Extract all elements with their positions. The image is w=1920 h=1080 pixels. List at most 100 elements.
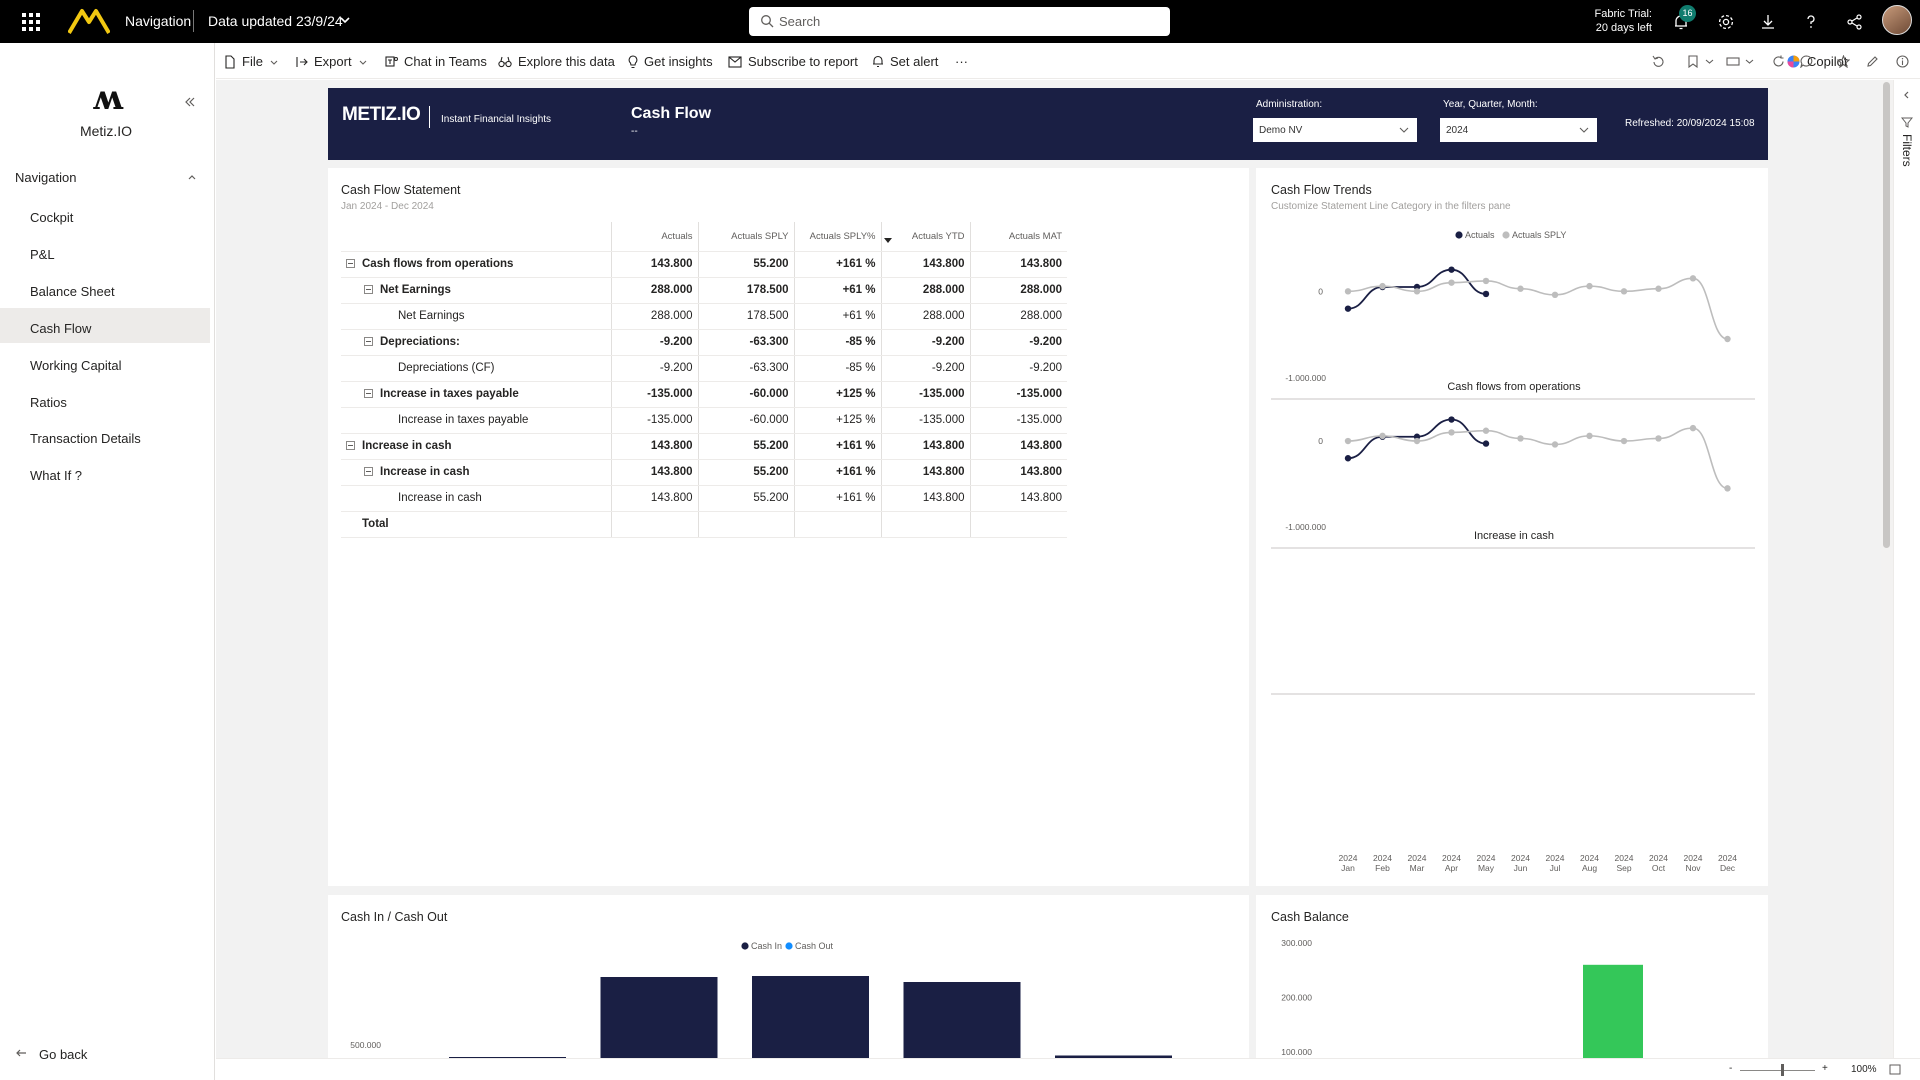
more-options-button[interactable]: ··· (955, 54, 968, 69)
zoom-slider-thumb[interactable] (1781, 1064, 1784, 1076)
chat-in-teams-button[interactable]: Chat in Teams (385, 54, 487, 69)
table-row[interactable]: Increase in cash 143.800 55.200 +161 % 143.8… (341, 433, 1067, 460)
administration-dropdown[interactable]: Demo NV (1253, 118, 1417, 142)
table-row[interactable]: Increase in taxes payable -135.000 -60.000… (341, 381, 1067, 408)
nav-item-cash-flow[interactable]: Cash Flow (0, 308, 210, 343)
explore-data-button[interactable]: Explore this data (498, 54, 615, 69)
favorite-icon[interactable] (1837, 55, 1850, 68)
edit-icon[interactable] (1866, 55, 1879, 68)
value-cell: 288.000 (880, 277, 970, 304)
settings-icon[interactable] (1717, 13, 1735, 31)
data-point (1689, 424, 1697, 432)
collapse-toggle-icon[interactable] (364, 337, 373, 346)
value-cell: 288.000 (969, 277, 1067, 304)
chevron-up-icon[interactable] (186, 171, 198, 183)
collapse-toggle-icon[interactable] (364, 467, 373, 476)
table-row[interactable]: Depreciations (CF) -9.200 -63.300 -85 % -9.2… (341, 355, 1067, 382)
table-row[interactable]: Increase in cash 143.800 55.200 +161 % 143.8… (341, 485, 1067, 512)
value-cell: -135.000 (610, 407, 698, 434)
administration-value: Demo NV (1259, 125, 1303, 136)
nav-section-header[interactable]: Navigation (15, 170, 200, 185)
bookmark-icon[interactable] (1687, 55, 1699, 68)
comment-icon[interactable] (1800, 55, 1813, 68)
collapse-sidebar-icon[interactable] (183, 95, 197, 109)
column-header[interactable]: Actuals YTD (880, 222, 970, 252)
copilot-label: Copilot (1807, 54, 1848, 69)
filters-pane-collapsed[interactable]: Filters (1893, 80, 1920, 1058)
column-header[interactable]: Actuals MAT (969, 222, 1067, 252)
search-icon (761, 15, 774, 28)
trial-status[interactable]: Fabric Trial: 20 days left (1594, 7, 1652, 35)
app-launcher-icon[interactable] (22, 13, 40, 31)
trial-line-2: 20 days left (1595, 22, 1652, 34)
column-header[interactable]: Actuals (610, 222, 698, 252)
nav-item-transaction-details[interactable]: Transaction Details (0, 418, 210, 453)
more-label: ··· (955, 54, 968, 69)
refresh-icon[interactable] (1772, 55, 1785, 68)
column-header[interactable]: Actuals SPLY (697, 222, 794, 252)
scrollbar-thumb[interactable] (1883, 82, 1890, 548)
y-tick-label: 500.000 (350, 1040, 381, 1050)
info-icon[interactable] (1896, 55, 1909, 68)
table-row[interactable]: Net Earnings 288.000 178.500 +61 % 288.000 28… (341, 277, 1067, 304)
value-cell: 288.000 (969, 303, 1067, 330)
reset-icon[interactable] (1652, 55, 1665, 68)
collapse-toggle-icon[interactable] (346, 441, 355, 450)
table-row[interactable]: Total (341, 511, 1067, 538)
zoom-in-button[interactable]: + (1822, 1063, 1828, 1074)
table-row[interactable]: Cash flows from operations 143.800 55.200 +… (341, 251, 1067, 278)
nav-item-what-if[interactable]: What If ? (0, 455, 210, 490)
period-dropdown[interactable]: 2024 (1440, 118, 1597, 142)
nav-item-pl[interactable]: P&L (0, 234, 210, 269)
cash-in-out-chart[interactable]: Cash In Cash Out 500.000 (328, 895, 1249, 1058)
search-input[interactable]: Search (749, 7, 1170, 36)
zoom-slider-track[interactable] (1740, 1070, 1815, 1071)
x-tick-label: 2024 (1649, 853, 1668, 863)
chevron-down-icon[interactable] (1745, 57, 1754, 66)
copilot-icon (1787, 55, 1800, 68)
get-insights-button[interactable]: Get insights (628, 54, 713, 69)
chevron-down-icon[interactable] (338, 13, 352, 27)
avatar[interactable] (1882, 5, 1912, 35)
nav-item-balance-sheet[interactable]: Balance Sheet (0, 271, 210, 306)
column-header-sorted[interactable]: Actuals SPLY% (793, 222, 881, 252)
cash-flow-matrix[interactable]: Actuals Actuals SPLY Actuals SPLY% Actua… (341, 222, 1067, 538)
share-icon[interactable] (1846, 13, 1864, 31)
cash-flow-trends-chart[interactable]: Actuals Actuals SPLY 0 -1.000.000 Cash flows… (1256, 168, 1768, 886)
data-updated-dropdown[interactable]: Data updated 23/9/24 (208, 13, 343, 29)
set-alert-button[interactable]: Set alert (872, 54, 938, 69)
copilot-button[interactable]: Copilot (1786, 54, 1847, 69)
export-menu-button[interactable]: Export (296, 54, 368, 69)
x-tick-label: Jan (1341, 863, 1355, 873)
subscribe-button[interactable]: Subscribe to report (728, 54, 858, 69)
view-icon[interactable] (1726, 55, 1740, 68)
download-icon[interactable] (1759, 13, 1777, 31)
data-point (1586, 282, 1593, 290)
cash-flow-trends-title: Cash Flow Trends (1271, 183, 1372, 197)
filters-label[interactable]: Filters (1900, 134, 1914, 167)
sort-descending-icon[interactable] (884, 238, 892, 244)
chevron-down-icon[interactable] (1705, 57, 1714, 66)
fit-to-page-icon[interactable] (1889, 1064, 1901, 1075)
fabric-logo-icon[interactable] (68, 6, 110, 36)
table-row[interactable]: Increase in taxes payable -135.000 -60.000… (341, 407, 1067, 434)
go-back-label: Go back (39, 1047, 88, 1062)
data-point (1344, 455, 1352, 462)
help-icon[interactable] (1802, 13, 1820, 31)
workspace-title[interactable]: Navigation (125, 13, 192, 29)
nav-item-cockpit[interactable]: Cockpit (0, 197, 210, 232)
zoom-out-button[interactable]: - (1729, 1063, 1733, 1074)
table-row[interactable]: Net Earnings 288.000 178.500 +61 % 288.000 28… (341, 303, 1067, 330)
table-row[interactable]: Increase in cash 143.800 55.200 +161 % 143.8… (341, 459, 1067, 486)
go-back-button[interactable]: Go back (15, 1047, 87, 1062)
expand-filters-icon[interactable] (1901, 89, 1913, 101)
collapse-toggle-icon[interactable] (346, 259, 355, 268)
collapse-toggle-icon[interactable] (364, 285, 373, 294)
nav-item-ratios[interactable]: Ratios (0, 382, 210, 417)
table-row[interactable]: Depreciations: -9.200 -63.300 -85 % -9.200 -9… (341, 329, 1067, 356)
collapse-toggle-icon[interactable] (364, 389, 373, 398)
cash-balance-chart[interactable]: 300.000 200.000 100.000 (1256, 895, 1768, 1058)
nav-item-working-capital[interactable]: Working Capital (0, 345, 210, 380)
file-menu-button[interactable]: File (224, 54, 279, 69)
value-cell: +125 % (793, 407, 881, 434)
